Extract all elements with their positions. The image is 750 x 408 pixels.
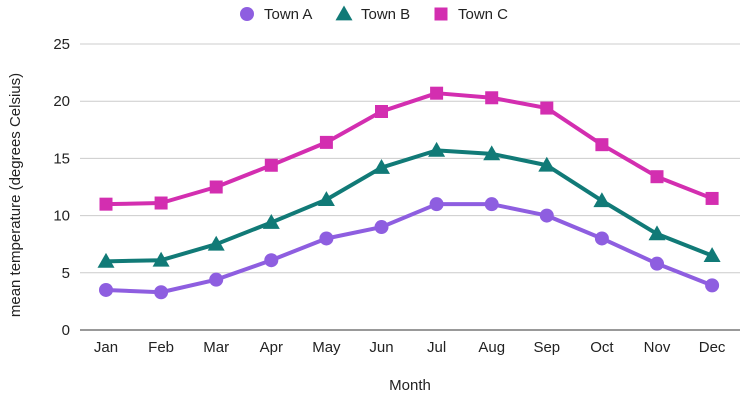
series-town-c: [99, 86, 719, 211]
data-point-town-b-jul: [428, 141, 446, 157]
data-point-town-b-aug: [483, 145, 501, 161]
series-line-town-c: [104, 91, 715, 207]
data-point-town-a-dec: [705, 278, 720, 293]
data-point-town-c-jul: [430, 86, 444, 100]
x-tick-label-apr: Apr: [260, 339, 283, 356]
legend-marker-town-a: [240, 7, 254, 21]
legend-label-town-c: Town C: [458, 6, 508, 23]
data-point-town-a-mar: [209, 272, 224, 287]
legend-label-town-b: Town B: [361, 6, 410, 23]
y-tick-label: 5: [62, 265, 70, 282]
data-point-town-b-apr: [262, 213, 280, 229]
data-point-town-c-feb: [154, 196, 168, 210]
data-point-town-c-mar: [209, 180, 223, 194]
series-town-a: [99, 197, 720, 300]
x-tick-label-feb: Feb: [148, 339, 174, 356]
x-tick-label-jun: Jun: [369, 339, 393, 356]
x-tick-label-oct: Oct: [590, 339, 614, 356]
data-point-town-a-oct: [594, 231, 609, 246]
x-axis-ticks: Jan Feb Mar Apr May Jun Jul Aug Sep Oct Nov Dec: [94, 339, 726, 356]
x-axis-title: Month: [389, 377, 431, 394]
legend-item-town-c: Town C: [434, 6, 508, 23]
data-point-town-a-nov: [650, 256, 664, 271]
data-point-town-b-mar: [207, 235, 225, 251]
x-tick-label-aug: Aug: [478, 339, 505, 356]
data-point-town-a-apr: [264, 253, 279, 268]
data-point-town-b-jan: [97, 252, 115, 268]
data-point-town-c-jan: [99, 197, 113, 211]
data-point-town-c-may: [319, 135, 333, 149]
series-town-b: [97, 141, 721, 268]
series-line-town-b: [104, 148, 715, 264]
x-tick-label-nov: Nov: [644, 339, 671, 356]
data-point-town-c-sep: [540, 101, 554, 115]
y-tick-label: 10: [53, 208, 70, 225]
data-point-town-b-jun: [373, 159, 390, 174]
legend-marker-town-b: [335, 5, 353, 21]
legend-item-town-a: Town A: [240, 6, 312, 23]
data-point-town-b-oct: [593, 192, 611, 208]
legend-item-town-b: Town B: [335, 5, 410, 23]
data-point-town-b-feb: [152, 251, 170, 267]
data-point-town-a-feb: [154, 285, 169, 300]
data-point-town-a-sep: [539, 208, 554, 223]
data-point-town-c-dec: [705, 191, 719, 205]
data-point-town-c-aug: [485, 91, 499, 105]
data-point-town-c-nov: [650, 170, 664, 184]
x-tick-label-jul: Jul: [427, 339, 446, 356]
data-point-town-c-apr: [264, 158, 278, 172]
y-tick-label: 25: [53, 36, 70, 53]
y-axis-title: mean temperature (degrees Celsius): [7, 73, 24, 317]
y-tick-label: 15: [53, 150, 70, 167]
data-point-town-a-may: [319, 231, 334, 246]
x-tick-label-may: May: [312, 339, 341, 356]
x-tick-label-sep: Sep: [533, 339, 560, 356]
x-tick-label-mar: Mar: [203, 339, 229, 356]
data-point-town-b-may: [317, 191, 335, 206]
data-point-town-a-aug: [484, 197, 499, 212]
x-tick-label-dec: Dec: [699, 339, 726, 356]
legend-marker-town-c: [434, 7, 448, 21]
x-tick-label-jan: Jan: [94, 339, 118, 356]
legend: Town A Town B Town C: [240, 5, 508, 23]
y-tick-label: 20: [53, 93, 70, 110]
data-point-town-b-sep: [538, 156, 556, 172]
data-point-town-a-jul: [429, 197, 444, 212]
legend-label-town-a: Town A: [264, 6, 312, 23]
series-line-town-a: [104, 202, 715, 295]
data-point-town-c-oct: [595, 138, 609, 152]
data-point-town-a-jun: [374, 220, 389, 235]
y-tick-label: 0: [62, 322, 70, 339]
data-point-town-c-jun: [375, 104, 388, 118]
y-axis-ticks: 0 5 10 15 20 25: [53, 36, 70, 339]
data-point-town-a-jan: [99, 282, 113, 297]
data-point-town-b-nov: [648, 225, 666, 241]
series-group: [97, 86, 721, 300]
data-point-town-b-dec: [703, 247, 721, 263]
